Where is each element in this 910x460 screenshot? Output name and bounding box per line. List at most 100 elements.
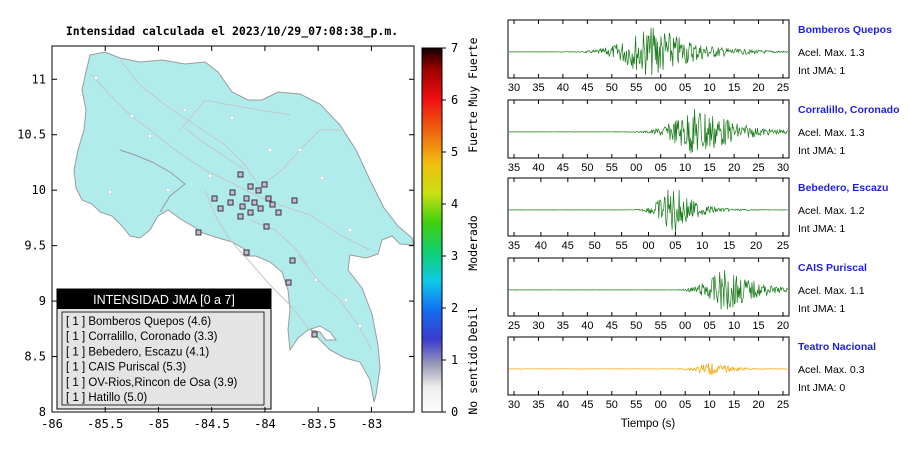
colorbar-tick-label: 2 bbox=[451, 301, 458, 315]
waveform-trace bbox=[508, 363, 788, 376]
colorbar-tick-label: 3 bbox=[451, 249, 458, 263]
station-markers bbox=[195, 171, 318, 338]
waveform-x-tick-label: 50 bbox=[589, 240, 601, 252]
town-dots bbox=[93, 75, 363, 329]
station-jma-intensity: Int JMA: 1 bbox=[798, 303, 845, 315]
waveform-x-tick-label: 50 bbox=[581, 162, 593, 174]
station-name: CAIS Puriscal bbox=[798, 262, 867, 274]
legend-entry: [ 1 ] Hatillo (5.0) bbox=[66, 392, 147, 404]
waveform-x-tick-label: 15 bbox=[728, 399, 740, 411]
legend-entry: [ 1 ] Bomberos Quepos (4.6) bbox=[66, 316, 211, 328]
waveform-x-tick-label: 55 bbox=[615, 240, 627, 252]
intensity-legend: INTENSIDAD JMA [0 a 7] [ 1 ] Bomberos Qu… bbox=[56, 288, 272, 410]
colorbar-tick-label: 1 bbox=[451, 353, 458, 367]
map-y-tick-label: 10.5 bbox=[17, 128, 46, 142]
legend-entry: [ 1 ] CAIS Puriscal (5.3) bbox=[66, 362, 186, 374]
waveform-x-tick-label: 25 bbox=[777, 82, 789, 94]
waveform-x-tick-label: 45 bbox=[557, 162, 569, 174]
station-max-accel: Acel. Max. 1.3 bbox=[798, 127, 865, 139]
waveform-x-tick-label: 30 bbox=[777, 162, 789, 174]
waveform-x-tick-label: 15 bbox=[728, 82, 740, 94]
waveform-x-tick-label: 40 bbox=[557, 82, 569, 94]
waveform-x-tick-label: 20 bbox=[777, 320, 789, 332]
station-max-accel: Acel. Max. 0.3 bbox=[798, 364, 865, 376]
colorbar-category-label: Fuerte bbox=[466, 111, 480, 153]
waveform-x-tick-label: 10 bbox=[704, 82, 716, 94]
waveform-x-tick-label: 30 bbox=[532, 320, 544, 332]
waveform-x-tick-label: 05 bbox=[655, 162, 667, 174]
waveform-x-tick-label: 45 bbox=[581, 82, 593, 94]
waveform-panel-frame bbox=[507, 99, 790, 159]
waveform-x-tick-label: 45 bbox=[581, 399, 593, 411]
waveform-trace bbox=[508, 189, 788, 233]
waveform-x-tick-label: 00 bbox=[679, 320, 691, 332]
map-x-tick-label: -83.5 bbox=[300, 417, 336, 431]
waveform-x-tick-label: 55 bbox=[655, 320, 667, 332]
waveform-x-tick-label: 10 bbox=[696, 240, 708, 252]
map-y-tick-label: 8.5 bbox=[24, 350, 46, 364]
station-jma-intensity: Int JMA: 1 bbox=[798, 223, 845, 235]
waveform-x-tick-label: 15 bbox=[704, 162, 716, 174]
map-x-tick-label: -84 bbox=[254, 417, 276, 431]
colorbar-category-label: Moderado bbox=[466, 215, 480, 270]
waveform-x-tick-label: 10 bbox=[704, 399, 716, 411]
colorbar-tick-label: 0 bbox=[451, 405, 458, 419]
waveform-panel-frame bbox=[507, 336, 790, 396]
map-x-tick-label: -84.5 bbox=[194, 417, 230, 431]
waveform-x-tick-label: 10 bbox=[728, 320, 740, 332]
map-y-tick-label: 10 bbox=[32, 183, 46, 197]
waveform-x-tick-label: 35 bbox=[532, 399, 544, 411]
waveform-x-tick-label: 40 bbox=[557, 399, 569, 411]
legend-title: INTENSIDAD JMA [0 a 7] bbox=[93, 293, 235, 307]
nicoya-peninsula-outline bbox=[119, 149, 186, 213]
waveform-x-tick-label: 30 bbox=[508, 82, 520, 94]
waveform-x-tick-label: 15 bbox=[752, 320, 764, 332]
waveform-x-tick-label: 00 bbox=[655, 399, 667, 411]
station-jma-intensity: Int JMA: 1 bbox=[798, 65, 845, 77]
waveform-x-tick-label: 05 bbox=[679, 399, 691, 411]
map-x-tick-label: -83 bbox=[361, 417, 383, 431]
waveform-x-tick-label: 40 bbox=[532, 162, 544, 174]
map-y-tick-label: 9 bbox=[39, 294, 46, 308]
waveform-x-tick-label: 05 bbox=[679, 82, 691, 94]
legend-inner-frame bbox=[61, 311, 265, 406]
waveform-x-tick-label: 45 bbox=[562, 240, 574, 252]
station-max-accel: Acel. Max. 1.2 bbox=[798, 205, 865, 217]
waveform-x-tick-label: 50 bbox=[606, 399, 618, 411]
map-frame bbox=[51, 45, 415, 413]
colorbar-category-label: No sentido bbox=[466, 345, 480, 414]
waveform-panel-frame bbox=[507, 19, 790, 79]
waveform-x-tick-label: 00 bbox=[655, 82, 667, 94]
waveform-trace bbox=[509, 27, 788, 76]
map-x-tick-label: -86 bbox=[41, 417, 63, 431]
map-y-tick-label: 8 bbox=[39, 405, 46, 419]
waveform-x-tick-label: 35 bbox=[508, 240, 520, 252]
waveform-x-tick-label: 25 bbox=[777, 240, 789, 252]
station-name: Bebedero, Escazu bbox=[798, 182, 888, 194]
colorbar-tick-label: 4 bbox=[451, 197, 458, 211]
waveform-panel-frame bbox=[507, 257, 790, 317]
map-y-tick-label: 9.5 bbox=[24, 239, 46, 253]
waveform-x-tick-label: 00 bbox=[630, 162, 642, 174]
waveform-trace bbox=[508, 270, 788, 310]
colorbar-category-label: Debil bbox=[466, 307, 480, 342]
waveform-x-tick-label: 55 bbox=[630, 82, 642, 94]
x-axis-label: Tiempo (s) bbox=[621, 418, 676, 430]
legend-entry: [ 1 ] Corralillo, Coronado (3.3) bbox=[66, 331, 218, 343]
station-name: Corralillo, Coronado bbox=[798, 104, 900, 116]
colorbar-tick-label: 7 bbox=[451, 41, 458, 55]
station-name: Bomberos Quepos bbox=[798, 24, 892, 36]
waveform-trace bbox=[508, 108, 788, 154]
legend-entry: [ 1 ] OV-Rios,Rincon de Osa (3.9) bbox=[66, 377, 237, 389]
colorbar-tick-label: 5 bbox=[451, 145, 458, 159]
map-title: Intensidad calculada el 2023/10/29_07:08… bbox=[66, 24, 398, 39]
map-x-tick-label: -85.5 bbox=[87, 417, 123, 431]
waveform-x-tick-label: 35 bbox=[532, 82, 544, 94]
waveform-x-tick-label: 25 bbox=[777, 399, 789, 411]
waveform-x-tick-label: 20 bbox=[750, 240, 762, 252]
waveform-x-tick-label: 40 bbox=[581, 320, 593, 332]
waveform-x-tick-label: 20 bbox=[752, 399, 764, 411]
waveform-x-tick-label: 05 bbox=[704, 320, 716, 332]
colorbar-category-label: Muy Fuerte bbox=[466, 37, 480, 106]
